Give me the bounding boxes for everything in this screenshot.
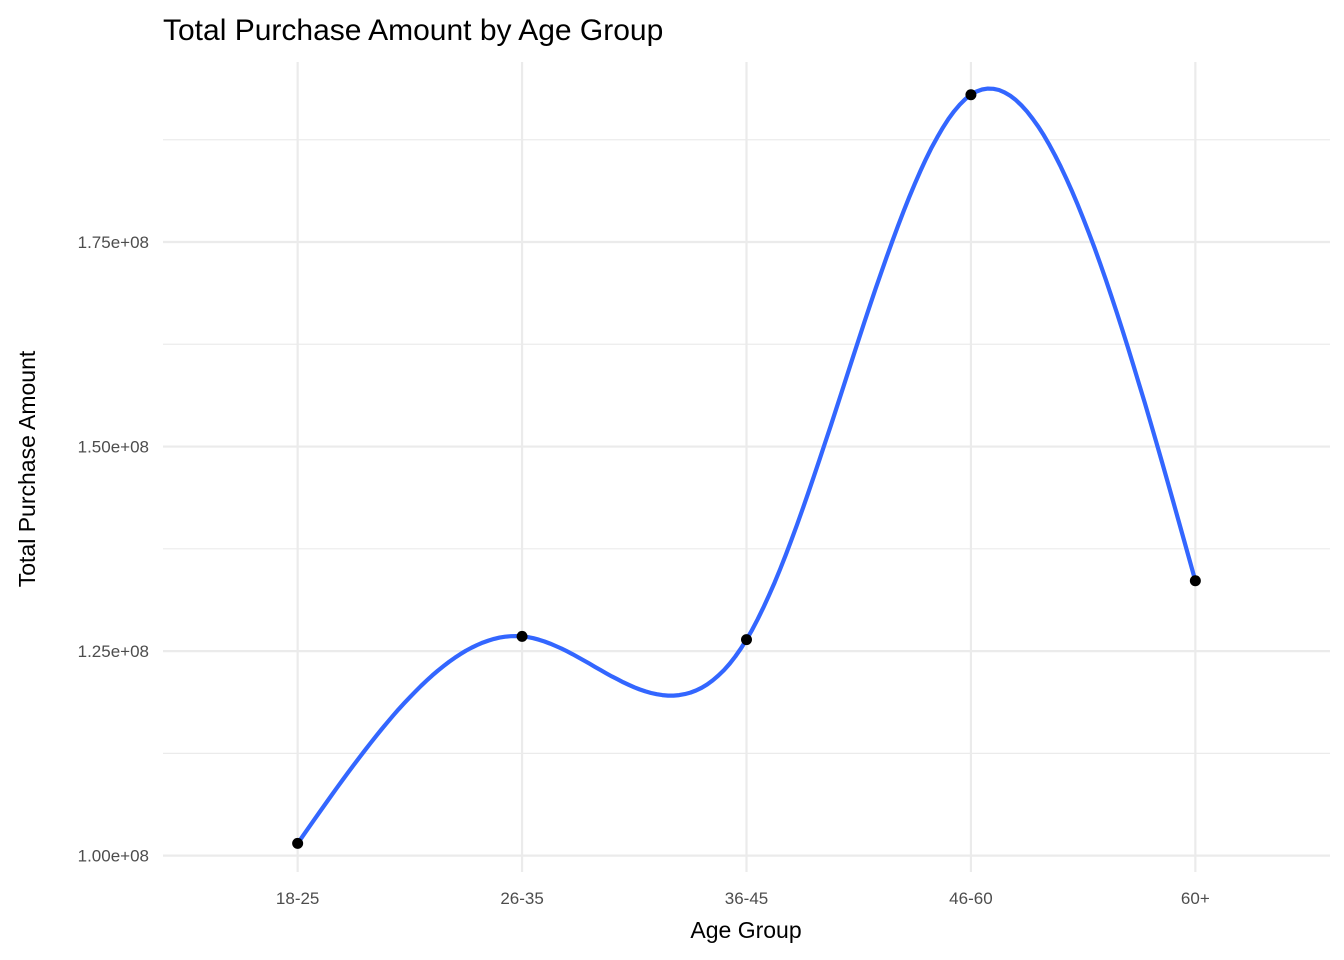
- data-point: [516, 630, 528, 642]
- x-tick-label: 60+: [1181, 889, 1210, 908]
- data-point: [1189, 575, 1201, 587]
- x-tick-label: 46-60: [949, 889, 992, 908]
- x-tick-label: 36-45: [725, 889, 768, 908]
- y-tick-label: 1.00e+08: [78, 847, 149, 866]
- y-tick-label: 1.50e+08: [78, 438, 149, 457]
- x-tick-labels: 18-25 26-35 36-45 46-60 60+: [276, 889, 1210, 908]
- points-layer: [292, 89, 1201, 849]
- grid-major: [163, 62, 1330, 872]
- y-tick-labels: 1.00e+08 1.25e+08 1.50e+08 1.75e+08: [78, 233, 149, 866]
- y-tick-label: 1.75e+08: [78, 233, 149, 252]
- y-axis-title: Total Purchase Amount: [14, 350, 40, 587]
- data-point: [965, 89, 977, 101]
- x-axis-title: Age Group: [690, 917, 801, 943]
- chart-title: Total Purchase Amount by Age Group: [163, 14, 663, 47]
- x-tick-label: 18-25: [276, 889, 319, 908]
- y-tick-label: 1.25e+08: [78, 642, 149, 661]
- x-tick-label: 26-35: [500, 889, 543, 908]
- data-point: [741, 634, 752, 646]
- data-point: [292, 837, 304, 849]
